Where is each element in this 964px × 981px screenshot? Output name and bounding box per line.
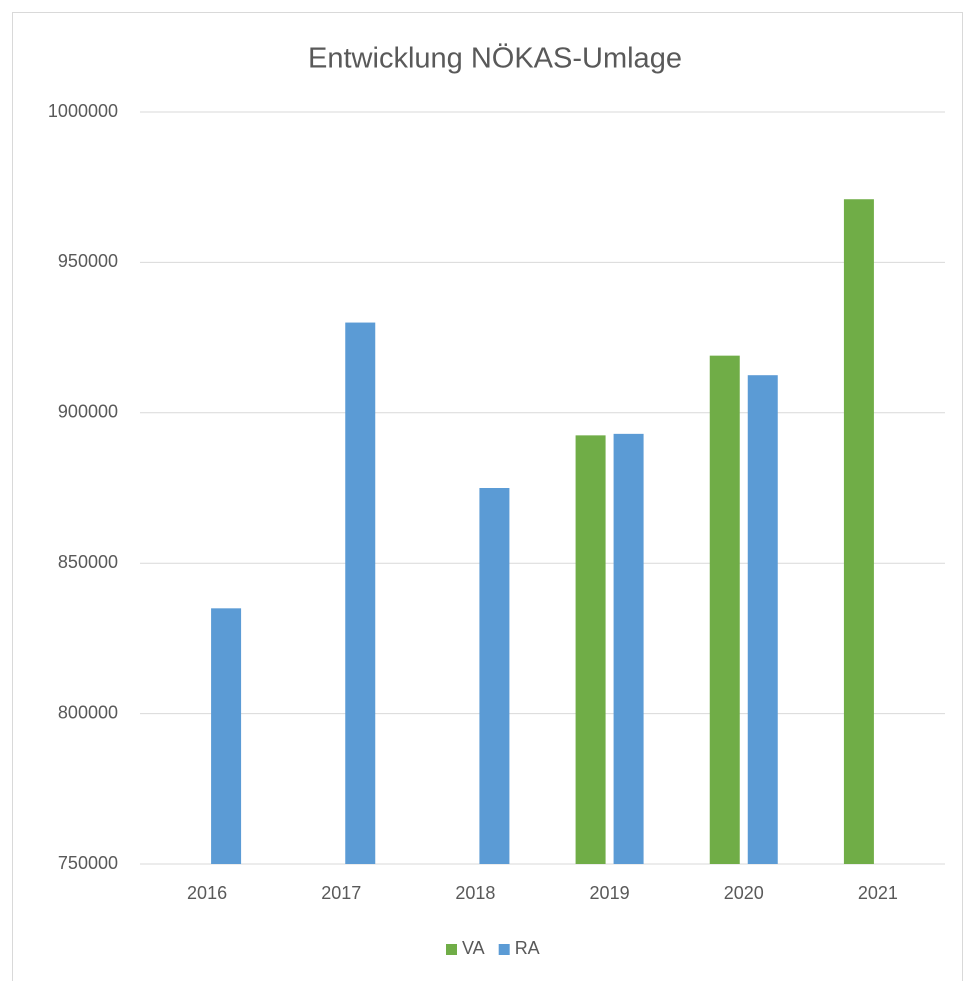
x-tick-label: 2020 — [724, 883, 764, 903]
chart-title: Entwicklung NÖKAS-Umlage — [308, 43, 682, 75]
y-tick-label: 1000000 — [48, 101, 118, 121]
x-tick-label: 2017 — [321, 883, 361, 903]
bar — [211, 608, 242, 864]
bar — [709, 355, 740, 864]
legend-label: VA — [462, 938, 485, 958]
y-tick-label: 750000 — [58, 853, 118, 873]
y-tick-label: 800000 — [58, 702, 118, 722]
x-tick-label: 2019 — [590, 883, 630, 903]
legend-swatch — [498, 944, 510, 955]
x-tick-label: 2018 — [455, 883, 495, 903]
x-tick-label: 2021 — [858, 883, 898, 903]
y-tick-label: 950000 — [58, 251, 118, 271]
bar — [747, 375, 778, 864]
chart-border — [12, 12, 963, 981]
bar — [843, 199, 874, 864]
legend-swatch — [446, 944, 457, 955]
x-tick-label: 2016 — [187, 883, 227, 903]
bar — [345, 322, 376, 864]
y-tick-label: 900000 — [58, 402, 118, 422]
bar — [613, 433, 644, 864]
legend-label: RA — [515, 938, 540, 958]
bar — [575, 435, 606, 864]
bar — [479, 488, 510, 864]
y-tick-label: 850000 — [58, 552, 118, 572]
